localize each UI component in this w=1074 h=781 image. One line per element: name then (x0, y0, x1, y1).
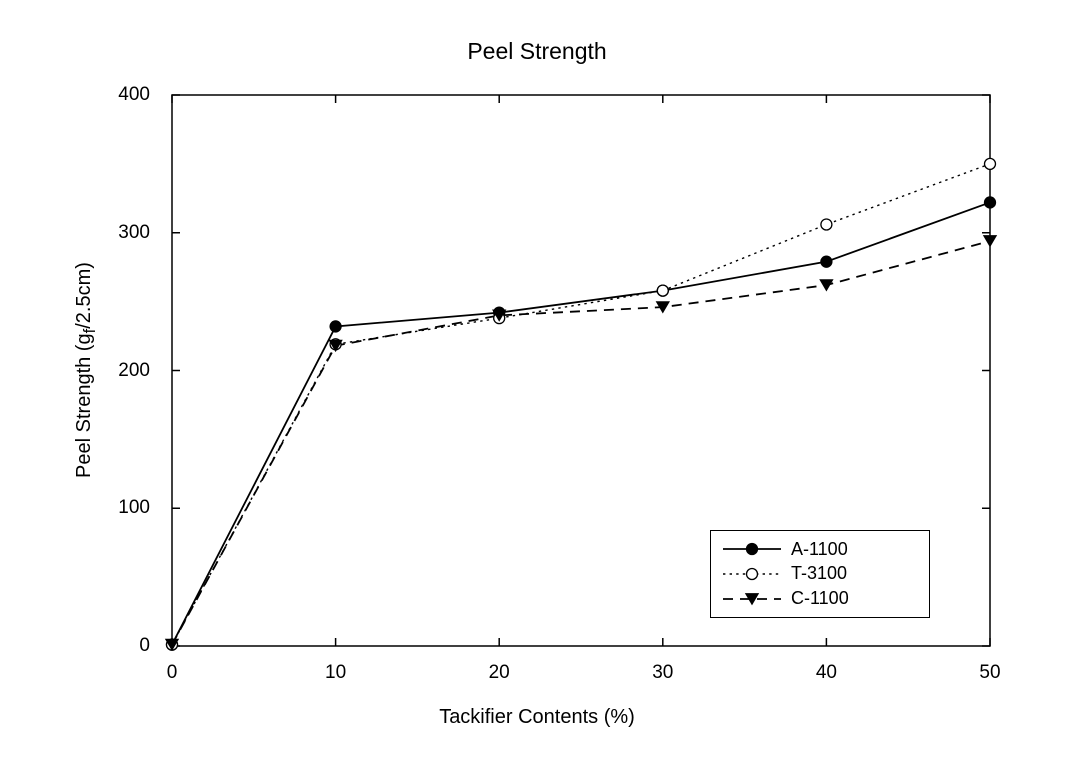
x-tick-label: 30 (652, 662, 673, 684)
y-tick-label: 400 (0, 84, 150, 106)
legend-item-A-1100: A-1100 (721, 538, 919, 560)
series-marker-T-3100 (985, 158, 996, 169)
legend-label: C-1100 (791, 588, 849, 609)
series-marker-A-1100 (330, 321, 341, 332)
series-marker-C-1100 (820, 280, 833, 291)
series-marker-C-1100 (984, 236, 997, 247)
y-tick-label: 300 (0, 222, 150, 244)
legend-swatch-A-1100 (721, 540, 783, 558)
y-tick-labels: 0 100 200 300 400 (0, 0, 150, 781)
legend-swatch-C-1100 (721, 590, 783, 608)
series-marker-T-3100 (657, 285, 668, 296)
chart-plot (0, 0, 1074, 781)
y-tick-label: 0 (0, 635, 150, 657)
legend-item-C-1100: C-1100 (721, 588, 919, 610)
y-tick-label: 200 (0, 360, 150, 382)
legend-box: A-1100 T-3100 C-1100 (710, 530, 930, 618)
legend-item-T-3100: T-3100 (721, 563, 919, 585)
legend-label: T-3100 (791, 563, 847, 584)
legend-label: A-1100 (791, 539, 848, 560)
legend-swatch-T-3100 (721, 565, 783, 583)
x-tick-label: 10 (325, 662, 346, 684)
series-marker-T-3100 (821, 219, 832, 230)
series-marker-A-1100 (821, 256, 832, 267)
series-marker-A-1100 (985, 197, 996, 208)
x-tick-label: 40 (816, 662, 837, 684)
y-tick-label: 100 (0, 497, 150, 519)
x-tick-label: 50 (979, 662, 1000, 684)
x-tick-label: 0 (167, 662, 178, 684)
x-tick-label: 20 (489, 662, 510, 684)
